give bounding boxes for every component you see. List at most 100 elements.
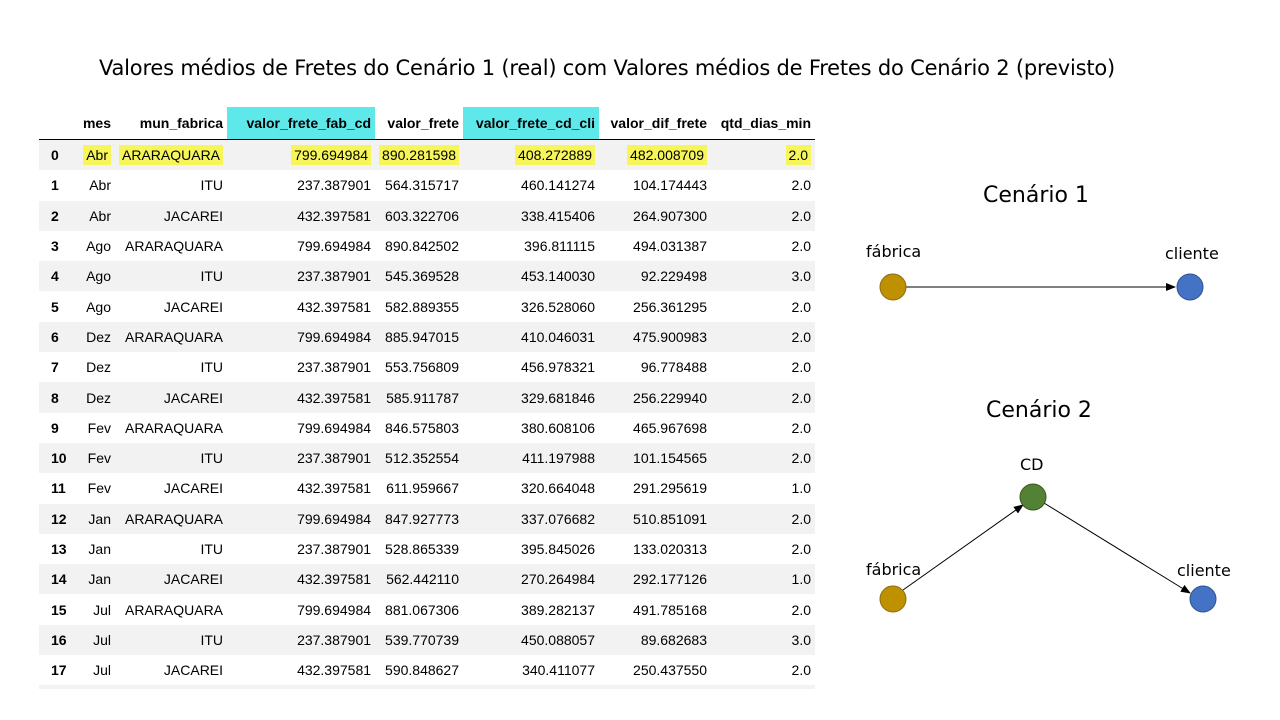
cell-valor-dif-frete: 494.031387 [599,230,711,262]
cell-valor-frete: 545.369528 [375,261,463,292]
cell-valor-frete: 846.575803 [375,412,463,443]
cell-qtd-dias-min: 2.0 [711,655,815,690]
table-row: 11 Fev JACAREI 432.397581 611.959667 320.6640… [39,473,815,504]
highlighted-value: ARARAQUARA [119,145,224,166]
cell-valor-frete-fab-cd: 432.397581 [227,291,376,322]
cell-index: 0 [39,139,75,171]
cell-qtd-dias-min: 2.0 [711,533,815,565]
cell-mes: Jan [75,564,115,595]
cell-valor-frete-fab-cd: 237.387901 [227,442,376,474]
cell-valor-dif-frete: 96.778488 [599,352,711,383]
dataframe-table: mes mun_fabrica valor_frete_fab_cd valor… [39,107,815,690]
scenario1-title: Cenário 1 [983,183,1089,208]
cell-valor-frete-cd-cli: 450.088057 [463,624,599,656]
cell-mes: Ago [75,291,115,322]
cell-mes: Jan [75,503,115,534]
column-header-valor-frete-cd-cli: valor_frete_cd_cli [463,107,599,140]
cell-mun-fabrica: JACAREI [115,200,228,231]
cell-mun-fabrica: JACAREI [115,382,228,413]
column-header-qtd-dias-min: qtd_dias_min [711,107,815,140]
cell-mes: Dez [75,382,115,413]
cell-index: 7 [39,352,75,383]
column-header-index [39,107,75,140]
cell-valor-frete-cd-cli: 320.664048 [463,473,599,504]
table-header-row: mes mun_fabrica valor_frete_fab_cd valor… [39,107,815,140]
cell-valor-frete-fab-cd: 432.397581 [227,655,376,690]
cell-valor-frete: 562.442110 [375,564,463,595]
cell-valor-frete: 528.865339 [375,533,463,565]
cell-valor-frete-fab-cd: 799.694984 [227,594,376,625]
highlighted-value: 482.008709 [627,145,707,166]
scenario2-client-node [1189,585,1217,613]
cell-valor-frete-fab-cd: 799.694984 [227,412,376,443]
cell-qtd-dias-min: 2.0 [711,321,815,353]
cell-mun-fabrica: ARARAQUARA [115,412,228,443]
cell-mes: Jul [75,655,115,690]
table-row: 12 Jan ARARAQUARA 799.694984 847.927773 337.0… [39,503,815,534]
table-row: 1 Abr ITU 237.387901 564.315717 460.141274 104… [39,170,815,201]
table-row: 4 Ago ITU 237.387901 545.369528 453.140030 92.… [39,261,815,292]
cell-valor-frete: 582.889355 [375,291,463,322]
cell-mun-fabrica: ARARAQUARA [115,321,228,353]
cell-valor-frete: 590.848627 [375,655,463,690]
cell-index: 17 [39,655,75,690]
cell-valor-frete-cd-cli: 270.264984 [463,564,599,595]
cell-qtd-dias-min: 1.0 [711,473,815,504]
cell-mes: Fev [75,473,115,504]
cell-valor-frete-fab-cd: 799.694984 [227,139,376,171]
cell-valor-frete-cd-cli: 338.415406 [463,200,599,231]
cell-index: 9 [39,412,75,443]
table-row: 9 Fev ARARAQUARA 799.694984 846.575803 380.60… [39,412,815,443]
cell-qtd-dias-min: 2.0 [711,200,815,231]
column-header-mun-fabrica: mun_fabrica [115,107,228,140]
cell-valor-frete-cd-cli: 460.141274 [463,170,599,201]
scenario2-edge-cd-client [1043,502,1191,594]
cell-valor-frete-fab-cd: 432.397581 [227,564,376,595]
table-row: 16 Jul ITU 237.387901 539.770739 450.088057 89… [39,624,815,656]
cell-mes: Fev [75,412,115,443]
cell-valor-frete: 564.315717 [375,170,463,201]
cell-valor-frete-fab-cd: 799.694984 [227,503,376,534]
cell-valor-dif-frete: 292.177126 [599,564,711,595]
cell-mes: Jul [75,594,115,625]
scenario2-client-label: cliente [1177,561,1231,580]
cell-mun-fabrica: JACAREI [115,473,228,504]
cell-index: 10 [39,442,75,474]
highlighted-value: 890.281598 [379,145,459,166]
scenario1-client-label: cliente [1165,244,1219,263]
cell-mes: Ago [75,261,115,292]
cell-mes: Abr [75,200,115,231]
column-header-valor-frete: valor_frete [375,107,463,140]
scenario2-factory-node [879,585,907,613]
table-row: 8 Dez JACAREI 432.397581 585.911787 329.68184… [39,382,815,413]
cell-valor-frete-cd-cli: 396.811115 [463,230,599,262]
cell-index: 8 [39,382,75,413]
cell-valor-frete-cd-cli: 389.282137 [463,594,599,625]
cell-mes: Jan [75,533,115,565]
cell-qtd-dias-min: 1.0 [711,564,815,595]
cell-valor-frete-fab-cd: 799.694984 [227,230,376,262]
cell-mun-fabrica: JACAREI [115,655,228,690]
cell-valor-frete: 512.352554 [375,442,463,474]
table-row: 14 Jan JACAREI 432.397581 562.442110 270.2649… [39,564,815,595]
cell-valor-dif-frete: 491.785168 [599,594,711,625]
cell-valor-frete-cd-cli: 411.197988 [463,442,599,474]
scenario2-cd-node [1019,483,1047,511]
cell-valor-dif-frete: 89.682683 [599,624,711,656]
cell-index: 3 [39,230,75,262]
cell-valor-frete-cd-cli: 410.046031 [463,321,599,353]
scenario2-factory-label: fábrica [866,560,922,579]
cell-valor-frete-fab-cd: 432.397581 [227,473,376,504]
table-row: 13 Jan ITU 237.387901 528.865339 395.845026 13… [39,533,815,565]
cell-valor-frete: 539.770739 [375,624,463,656]
cell-mes: Dez [75,321,115,353]
cell-valor-dif-frete: 465.967698 [599,412,711,443]
cell-qtd-dias-min: 2.0 [711,412,815,443]
cell-mun-fabrica: ITU [115,624,228,656]
cell-mun-fabrica: ITU [115,442,228,474]
table-row: 15 Jul ARARAQUARA 799.694984 881.067306 389.2… [39,594,815,625]
scenario1-factory-node [879,273,907,301]
cell-index: 2 [39,200,75,231]
cell-valor-frete-fab-cd: 237.387901 [227,352,376,383]
